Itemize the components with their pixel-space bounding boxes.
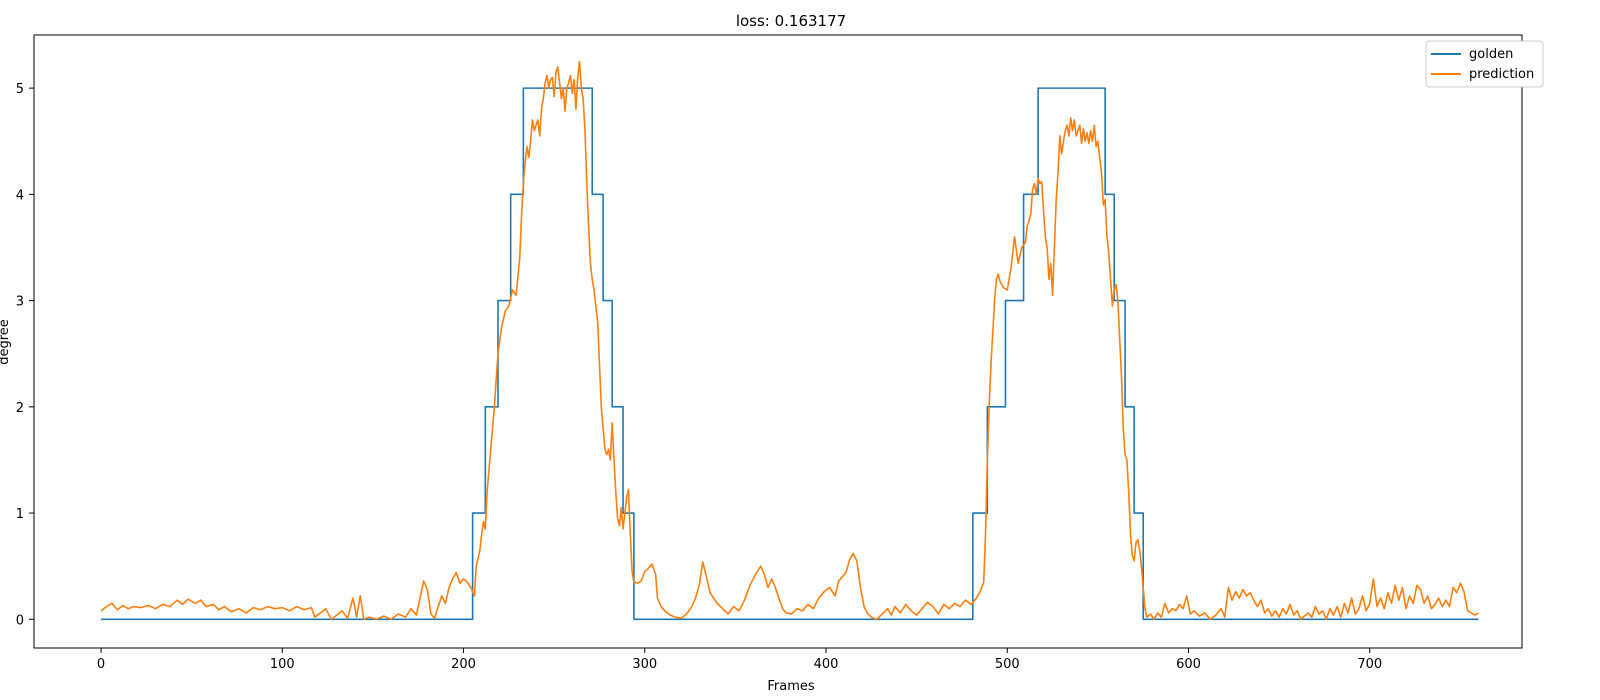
x-tick-label: 700 bbox=[1357, 657, 1382, 672]
x-tick-label: 200 bbox=[451, 657, 476, 672]
x-tick-label: 600 bbox=[1176, 657, 1201, 672]
x-tick-label: 500 bbox=[995, 657, 1020, 672]
y-tick-label: 1 bbox=[16, 507, 24, 522]
legend-label-golden: golden bbox=[1469, 47, 1513, 62]
x-axis-ticks: 0 100 200 300 400 500 600 700 bbox=[97, 648, 1382, 672]
x-tick-label: 100 bbox=[270, 657, 295, 672]
legend: golden prediction bbox=[1425, 40, 1544, 88]
y-tick-label: 5 bbox=[16, 82, 24, 97]
series-line-prediction bbox=[100, 60, 1479, 621]
legend-label-prediction: prediction bbox=[1469, 67, 1534, 82]
y-tick-label: 2 bbox=[16, 401, 24, 416]
plot-area-frame bbox=[33, 34, 1523, 649]
x-tick-label: 0 bbox=[97, 657, 105, 672]
y-axis-ticks: 0 1 2 3 4 5 bbox=[16, 82, 34, 628]
y-axis-label: degree bbox=[0, 319, 12, 365]
x-tick-label: 300 bbox=[632, 657, 657, 672]
series-line-golden bbox=[101, 87, 1479, 621]
x-axis-label: Frames bbox=[767, 679, 815, 694]
y-tick-label: 4 bbox=[16, 188, 24, 203]
x-tick-label: 400 bbox=[814, 657, 839, 672]
series-layer bbox=[100, 60, 1479, 621]
legend-box bbox=[1425, 40, 1544, 88]
y-tick-label: 0 bbox=[16, 613, 24, 628]
chart-title: loss: 0.163177 bbox=[736, 12, 846, 30]
y-tick-label: 3 bbox=[16, 295, 24, 310]
